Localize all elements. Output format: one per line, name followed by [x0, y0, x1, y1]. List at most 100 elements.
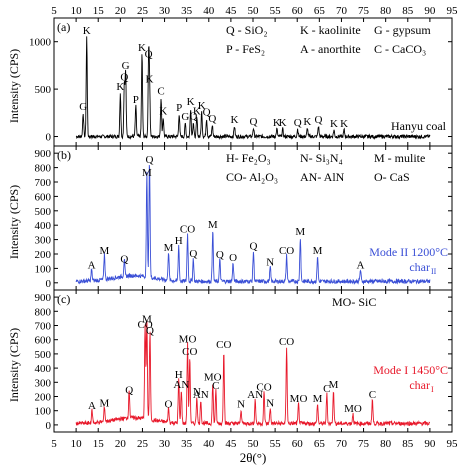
- y-tick-label: 0: [46, 420, 52, 432]
- peak-label: M: [100, 245, 110, 257]
- x-tick-label-top: 5: [51, 5, 57, 17]
- x-tick-label-top: 25: [137, 5, 149, 17]
- sample-label: Mode I 1450°C: [373, 363, 448, 377]
- peak-label: P: [133, 94, 139, 106]
- peak-label: CO: [180, 223, 195, 235]
- peak-label: M: [142, 314, 152, 326]
- y-tick-label: 400: [35, 220, 52, 232]
- y-axis-label: Intensity (CPS): [7, 49, 21, 123]
- peak-label: K: [193, 106, 201, 118]
- panel-c: (c) 0 100 200 300 400 500 600 700 800 900 Intensity…: [7, 289, 458, 465]
- peak-label: AN: [193, 389, 209, 401]
- y-tick-label: 400: [35, 363, 52, 375]
- peak-label: CO: [279, 245, 294, 257]
- peak-label: H: [175, 369, 183, 381]
- peak-label: M: [164, 242, 174, 254]
- legend-entry: A - anorthite: [300, 42, 361, 56]
- x-tick-label-top: 70: [336, 5, 348, 17]
- peak-label: K: [273, 117, 281, 129]
- y-tick-label: 300: [35, 377, 52, 389]
- peak-label: Q: [189, 110, 197, 122]
- x-tick-label: 70: [336, 438, 348, 450]
- x-tick-label-top: 30: [159, 5, 171, 17]
- y-tick-label: 700: [35, 321, 52, 333]
- peak-label: K: [116, 81, 124, 93]
- peak-label: MO: [204, 372, 222, 384]
- x-tick-label: 25: [137, 438, 149, 450]
- x-tick-label-top: 90: [424, 5, 436, 17]
- y-tick-label: 1000: [29, 37, 52, 49]
- peak-label: G: [181, 111, 189, 123]
- peak-label: A: [88, 400, 96, 412]
- peak-label: M: [208, 219, 218, 231]
- peak-label: Q: [146, 154, 154, 166]
- x-tick-label-top: 50: [248, 5, 260, 17]
- x-tick-label: 15: [93, 438, 105, 450]
- x-tick-label-top: 85: [402, 5, 414, 17]
- peak-label: AN: [173, 379, 189, 391]
- y-tick-label: 600: [35, 191, 52, 203]
- panel-letter: (b): [57, 148, 71, 162]
- legend-entry: O- CaS: [374, 170, 410, 184]
- peak-label: K: [187, 96, 195, 108]
- panel-b: (b) 0 100 200 300 400 500 600 700 800 900 Intensity…: [7, 145, 453, 291]
- peak-label: M: [142, 167, 152, 179]
- peak-label: P: [176, 102, 182, 114]
- peak-label: M: [295, 226, 305, 238]
- y-tick-label: 500: [35, 206, 52, 218]
- y-tick-label: 500: [35, 349, 52, 361]
- peak-label: C: [157, 86, 164, 98]
- peak-label: Q: [125, 385, 133, 397]
- peak-label: K: [138, 42, 146, 54]
- peak-label: K: [146, 73, 154, 85]
- legend-entry: MO- SiC: [332, 295, 376, 309]
- peak-label: Q: [216, 249, 224, 261]
- x-tick-label: 10: [71, 438, 83, 450]
- legend-entry: H- Fe₂O₃: [226, 151, 271, 165]
- diffraction-trace: [75, 36, 431, 140]
- y-tick-label: 800: [35, 306, 52, 318]
- y-tick-label: 900: [35, 292, 52, 304]
- peak-label: Q: [249, 241, 257, 253]
- peak-label: A: [88, 259, 96, 271]
- panel-letter: (c): [57, 292, 70, 306]
- x-tick-label-top: 55: [270, 5, 282, 17]
- peak-label: Q: [294, 117, 302, 129]
- legend-entry: CO- Al₂O₃: [226, 170, 278, 184]
- peak-label: G: [122, 60, 130, 72]
- peak-label: CO: [256, 382, 271, 394]
- peak-label: K: [230, 114, 238, 126]
- y-tick-label: 100: [35, 263, 52, 275]
- peak-label: C: [323, 383, 330, 395]
- legend-entry: Q - SiO₂: [226, 23, 268, 37]
- x-tick-label-top: 65: [314, 5, 326, 17]
- peak-label: MO: [290, 393, 308, 405]
- peak-label: N: [237, 399, 245, 411]
- x-tick-label-top: 10: [71, 5, 83, 17]
- x-tick-label: 75: [358, 438, 370, 450]
- x-tick-label-top: 35: [181, 5, 193, 17]
- legend-entry: G - gypsum: [374, 23, 431, 37]
- peak-label: CO: [182, 346, 197, 358]
- legend-entry: C - CaCO₃: [374, 42, 426, 56]
- x-tick-label: 90: [424, 438, 436, 450]
- peak-label: CO: [279, 336, 294, 348]
- y-tick-label: 500: [35, 84, 52, 96]
- y-tick-label: 100: [35, 406, 52, 418]
- peak-label: MO: [344, 403, 362, 415]
- y-tick-label: 0: [46, 278, 52, 290]
- peak-label: N: [193, 386, 201, 398]
- x-tick-label: 30: [159, 438, 171, 450]
- y-tick-label: 600: [35, 335, 52, 347]
- peak-label: N: [266, 256, 274, 268]
- peak-label: CO: [216, 339, 231, 351]
- peak-label: C: [212, 380, 219, 392]
- y-tick-label: 200: [35, 392, 52, 404]
- peak-label: K: [198, 100, 206, 112]
- legend-entry: AN- AlN: [300, 170, 345, 184]
- peak-label: Q: [120, 254, 128, 266]
- x-tick-label: 20: [115, 438, 127, 450]
- x-tick-label: 65: [314, 438, 326, 450]
- x-tick-label: 60: [292, 438, 304, 450]
- peak-label: CO: [137, 319, 152, 331]
